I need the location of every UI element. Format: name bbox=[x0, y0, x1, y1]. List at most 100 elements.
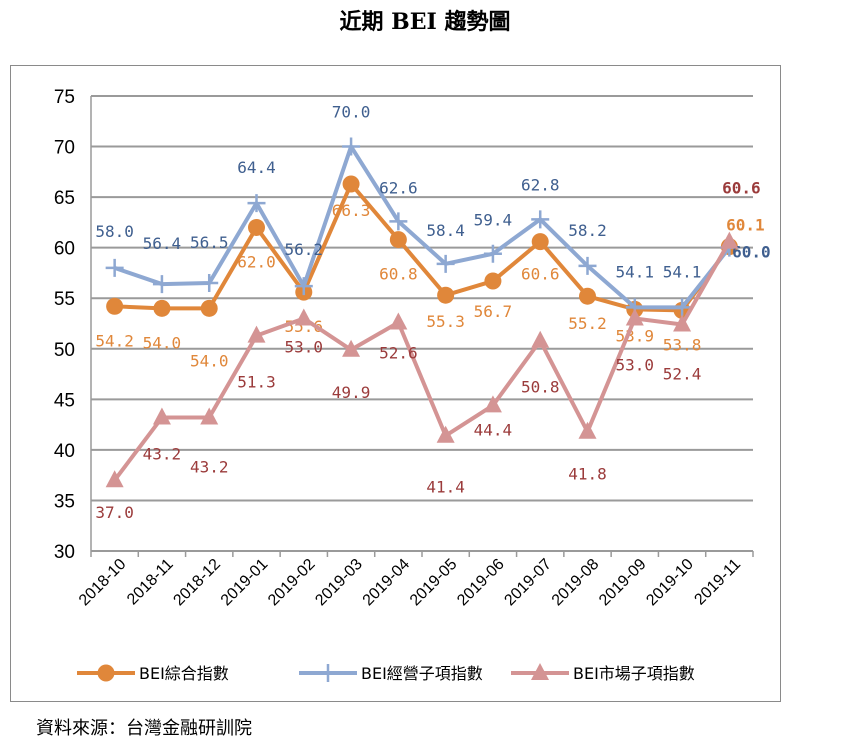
data-label: 54.1 bbox=[616, 262, 655, 281]
data-point-circle bbox=[579, 287, 596, 305]
data-label: 58.0 bbox=[95, 222, 134, 241]
data-label: 54.0 bbox=[143, 333, 182, 352]
y-tick-label: 30 bbox=[54, 542, 75, 563]
x-tick-label: 2019-06 bbox=[454, 556, 508, 610]
data-point-plus bbox=[389, 212, 408, 231]
data-point-triangle bbox=[578, 421, 597, 439]
data-label: 58.2 bbox=[568, 221, 607, 240]
data-point-triangle bbox=[105, 470, 124, 488]
legend-marker bbox=[531, 663, 549, 680]
data-point-plus bbox=[483, 244, 502, 263]
data-label: 44.4 bbox=[474, 420, 513, 439]
data-point-plus bbox=[247, 194, 266, 213]
legend-marker bbox=[97, 664, 115, 682]
data-label: 60.6 bbox=[521, 265, 560, 284]
data-point-triangle bbox=[200, 407, 219, 425]
data-label: 60.8 bbox=[379, 265, 418, 284]
data-label: 55.2 bbox=[568, 314, 607, 333]
legend-label: BEI經營子項指數 bbox=[361, 664, 483, 683]
data-label: 53.0 bbox=[616, 355, 655, 374]
data-point-plus bbox=[105, 258, 124, 277]
series-line bbox=[113, 240, 732, 482]
data-point-triangle bbox=[483, 395, 502, 413]
line-chart: 30 35 40 45 50 55 60 65 70 75 2018-102018-112018-1… bbox=[54, 87, 771, 683]
data-label: 64.4 bbox=[237, 158, 276, 177]
y-tick-label: 70 bbox=[54, 138, 75, 159]
data-point-circle bbox=[437, 286, 455, 304]
data-label: 54.0 bbox=[190, 351, 229, 370]
data-label: 53.0 bbox=[285, 337, 324, 356]
data-point-triangle bbox=[531, 330, 550, 348]
data-point-plus bbox=[152, 275, 171, 294]
data-label: 59.4 bbox=[474, 211, 513, 230]
data-label: 62.6 bbox=[379, 178, 418, 197]
y-tick-label: 40 bbox=[54, 441, 75, 462]
data-label: 58.4 bbox=[426, 221, 465, 240]
data-label: 62.8 bbox=[521, 175, 560, 194]
y-tick-label: 75 bbox=[54, 87, 75, 108]
data-point-plus bbox=[578, 256, 597, 275]
x-tick-label: 2019-10 bbox=[643, 556, 697, 610]
y-tick-label: 65 bbox=[54, 188, 75, 209]
data-label: 51.3 bbox=[237, 373, 276, 392]
data-label: 66.3 bbox=[332, 201, 371, 220]
data-point-circle bbox=[531, 233, 549, 251]
x-tick-label: 2019-01 bbox=[218, 556, 272, 610]
data-label: 60.0 bbox=[732, 243, 771, 262]
data-point-plus bbox=[436, 254, 455, 273]
y-tick-label: 60 bbox=[54, 239, 75, 260]
legend-label: BEI綜合指數 bbox=[139, 664, 229, 683]
data-point-circle bbox=[153, 299, 171, 317]
data-point-circle bbox=[200, 299, 218, 317]
data-label: 53.9 bbox=[616, 326, 655, 345]
x-tick-label: 2019-03 bbox=[312, 556, 366, 610]
x-tick-label: 2018-10 bbox=[76, 556, 130, 610]
data-point-triangle bbox=[342, 339, 361, 357]
data-label: 55.3 bbox=[426, 312, 465, 331]
data-point-triangle bbox=[436, 425, 455, 443]
x-tick-label: 2019-04 bbox=[360, 556, 414, 610]
data-label: 50.8 bbox=[521, 378, 560, 397]
data-label: 70.0 bbox=[332, 103, 371, 122]
chart-frame: 30 35 40 45 50 55 60 65 70 75 2018-10 2018-11 2018-1… bbox=[10, 65, 781, 702]
x-tick-label: 2019-07 bbox=[502, 556, 556, 610]
data-label: 52.4 bbox=[663, 365, 702, 384]
data-label: 54.2 bbox=[95, 331, 134, 350]
data-label: 54.1 bbox=[663, 262, 702, 281]
x-tick-label: 2019-02 bbox=[265, 556, 319, 610]
data-label: 53.8 bbox=[663, 335, 702, 354]
data-label: 56.4 bbox=[143, 234, 182, 253]
legend-marker bbox=[319, 664, 337, 682]
x-tick-label: 2019-08 bbox=[549, 556, 603, 610]
data-label: 49.9 bbox=[332, 383, 371, 402]
data-label: 43.2 bbox=[143, 445, 182, 464]
data-label: 60.1 bbox=[726, 216, 765, 235]
data-point-plus bbox=[200, 274, 219, 293]
data-point-triangle bbox=[720, 231, 739, 249]
data-label: 43.2 bbox=[190, 458, 229, 477]
data-point-circle bbox=[248, 218, 265, 236]
data-point-triangle bbox=[294, 308, 313, 326]
data-label: 56.5 bbox=[190, 233, 229, 252]
data-point-triangle bbox=[247, 325, 266, 343]
x-tick-label: 2018-11 bbox=[124, 556, 177, 609]
data-label: 56.2 bbox=[285, 240, 324, 259]
data-label: 41.4 bbox=[426, 478, 465, 497]
data-label: 41.8 bbox=[568, 465, 607, 484]
y-tick-label: 55 bbox=[54, 289, 75, 310]
data-label: 62.0 bbox=[237, 252, 276, 271]
chart-title: 近期 BEI 趨勢圖 bbox=[339, 9, 511, 35]
data-point-circle bbox=[106, 297, 124, 315]
y-tick-label: 50 bbox=[54, 340, 75, 361]
data-point-triangle bbox=[673, 314, 692, 332]
data-point-triangle bbox=[152, 407, 171, 425]
data-label: 56.7 bbox=[474, 302, 513, 321]
source-note: 資料來源：台灣金融研訓院 bbox=[36, 718, 252, 739]
series-line bbox=[113, 144, 731, 310]
data-point-triangle bbox=[389, 312, 408, 330]
data-point-plus bbox=[673, 298, 692, 317]
data-point-plus bbox=[531, 210, 550, 229]
data-label: 52.6 bbox=[379, 343, 418, 362]
y-tick-label: 45 bbox=[54, 390, 75, 411]
x-tick-label: 2019-09 bbox=[596, 556, 650, 610]
